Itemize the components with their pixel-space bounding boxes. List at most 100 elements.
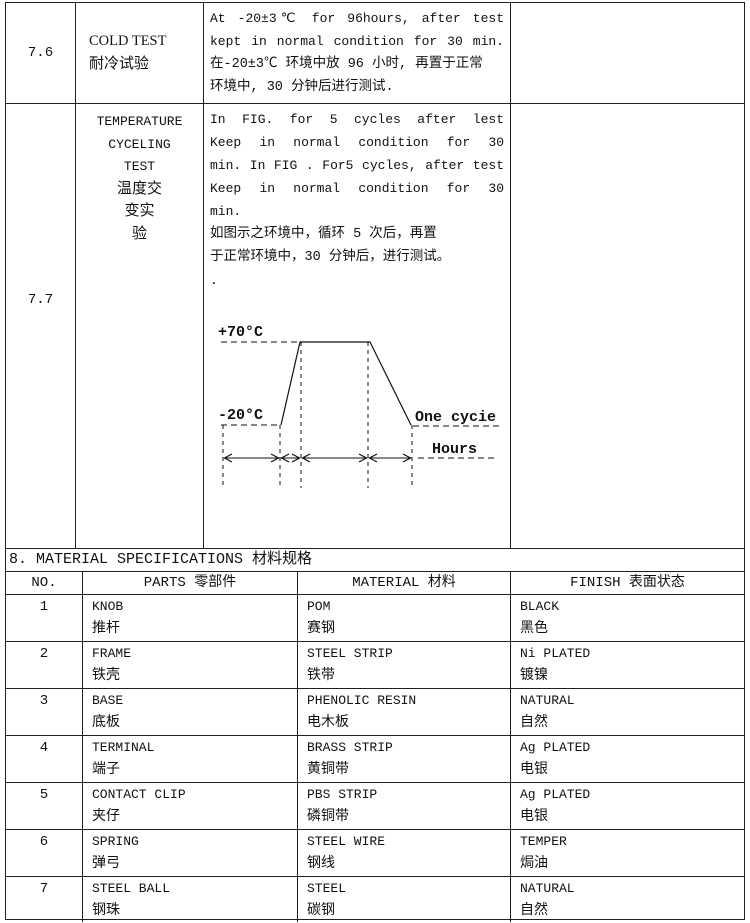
parts-cell: FRAME 铁壳 bbox=[83, 642, 298, 688]
header-no: NO. bbox=[6, 572, 83, 594]
parts-cn: 铁壳 bbox=[92, 668, 120, 684]
desc-line: min. In FIG . For5 cycles, after test bbox=[210, 158, 504, 173]
material-table-header: NO. PARTS 零部件 MATERIAL 材料 FINISH 表面状态 bbox=[6, 571, 744, 594]
test-name-cell: TEMPERATURE CYCELING TEST 温度交 变实 验 bbox=[76, 104, 204, 548]
material-cell: BRASS STRIP 黄铜带 bbox=[298, 736, 511, 782]
header-parts: PARTS 零部件 bbox=[83, 572, 298, 594]
material-cell: PBS STRIP 磷铜带 bbox=[298, 783, 511, 829]
material-cn: 碳钢 bbox=[307, 903, 335, 919]
finish-en: TEMPER bbox=[520, 834, 567, 849]
finish-en: Ag PLATED bbox=[520, 787, 591, 802]
parts-cell: BASE 底板 bbox=[83, 689, 298, 735]
temperature-profile-line bbox=[280, 341, 412, 426]
row-no: 3 bbox=[6, 689, 83, 735]
parts-cell: CONTACT CLIP 夹仔 bbox=[83, 783, 298, 829]
desc-line: min. bbox=[210, 204, 242, 219]
row-no: 4 bbox=[6, 736, 83, 782]
test-number-cell: 7.6 bbox=[6, 3, 76, 103]
test-name-line: CYCELING bbox=[108, 136, 171, 152]
desc-line: 环境中, 30 分钟后进行测试. bbox=[210, 80, 394, 95]
material-cell: STEEL STRIP 铁带 bbox=[298, 642, 511, 688]
material-cn: 黄铜带 bbox=[307, 762, 349, 778]
parts-en: TERMINAL bbox=[92, 740, 155, 755]
parts-cn: 夹仔 bbox=[92, 809, 120, 825]
test-number: 7.6 bbox=[27, 45, 54, 61]
table-row: 5 CONTACT CLIP 夹仔 PBS STRIP 磷铜带 Ag PLATE… bbox=[6, 782, 744, 829]
test-row-temperature-cycling: 7.7 TEMPERATURE CYCELING TEST 温度交 变实 验 I… bbox=[6, 103, 744, 548]
test-name-line: TEST bbox=[123, 159, 156, 174]
test-number: 7.7 bbox=[27, 292, 54, 308]
parts-en: BASE bbox=[92, 693, 124, 708]
test-row-cold-test: 7.6 COLD TEST 耐冷试验 At -20±3℃ for 96hours… bbox=[6, 3, 744, 103]
test-name-line: 验 bbox=[131, 225, 147, 243]
parts-en: KNOB bbox=[92, 599, 124, 614]
table-row: 1 KNOB 推杆 POM 赛钢 BLACK 黑色 bbox=[6, 594, 744, 641]
parts-cn: 弹弓 bbox=[92, 856, 120, 872]
parts-cell: SPRING 弹弓 bbox=[83, 830, 298, 876]
finish-cell: TEMPER 焗油 bbox=[511, 830, 744, 876]
test-name-cell: COLD TEST 耐冷试验 bbox=[76, 3, 204, 103]
parts-en: SPRING bbox=[92, 834, 139, 849]
parts-cn: 端子 bbox=[92, 762, 120, 778]
material-cell: STEEL WIRE 钢线 bbox=[298, 830, 511, 876]
parts-cell: KNOB 推杆 bbox=[83, 595, 298, 641]
one-cycle-label: One cycie bbox=[415, 409, 496, 426]
finish-cell: NATURAL 自然 bbox=[511, 877, 744, 922]
material-cell: PHENOLIC RESIN 电木板 bbox=[298, 689, 511, 735]
desc-line: 于正常环境中，30 分钟后，进行测试。 bbox=[210, 250, 451, 265]
hours-label: Hours bbox=[432, 441, 477, 458]
test-name-line: 温度交 bbox=[116, 180, 162, 198]
material-cell: STEEL 碳钢 bbox=[298, 877, 511, 922]
finish-cell: Ag PLATED 电银 bbox=[511, 736, 744, 782]
material-en: BRASS STRIP bbox=[307, 740, 393, 755]
parts-cn: 底板 bbox=[92, 715, 120, 731]
spec-document-table: 7.6 COLD TEST 耐冷试验 At -20±3℃ for 96hours… bbox=[5, 2, 745, 922]
finish-cn: 自然 bbox=[520, 903, 548, 919]
material-en: PHENOLIC RESIN bbox=[307, 693, 417, 708]
desc-line: 在-20±3℃ 环境中放 96 小时, 再置于正常 bbox=[210, 57, 483, 72]
table-row: 4 TERMINAL 端子 BRASS STRIP 黄铜带 Ag PLATED … bbox=[6, 735, 744, 782]
table-row: 6 SPRING 弹弓 STEEL WIRE 钢线 TEMPER 焗油 bbox=[6, 829, 744, 876]
parts-en: CONTACT CLIP bbox=[92, 787, 186, 802]
header-material: MATERIAL 材料 bbox=[298, 572, 511, 594]
empty-remarks-cell bbox=[511, 104, 744, 548]
finish-cn: 电银 bbox=[520, 762, 548, 778]
desc-line: . bbox=[210, 273, 218, 288]
table-row: 2 FRAME 铁壳 STEEL STRIP 铁带 Ni PLATED 镀镍 bbox=[6, 641, 744, 688]
finish-en: BLACK bbox=[520, 599, 560, 614]
desc-line: Keep in normal condition for 30 bbox=[210, 135, 504, 150]
desc-line: Keep in normal condition for 30 bbox=[210, 181, 504, 196]
table-row: 7 STEEL BALL 钢珠 STEEL 碳钢 NATURAL 自然 bbox=[6, 876, 744, 922]
section-title: 8. MATERIAL SPECIFICATIONS 材料规格 bbox=[6, 548, 744, 571]
empty-remarks-cell bbox=[511, 3, 744, 103]
parts-cell: STEEL BALL 钢珠 bbox=[83, 877, 298, 922]
material-cell: POM 赛钢 bbox=[298, 595, 511, 641]
finish-en: NATURAL bbox=[520, 881, 575, 896]
test-name-en: COLD TEST bbox=[89, 33, 167, 49]
test-number-cell: 7.7 bbox=[6, 104, 76, 548]
material-en: PBS STRIP bbox=[307, 787, 378, 802]
material-en: STEEL bbox=[307, 881, 347, 896]
header-finish: FINISH 表面状态 bbox=[570, 574, 685, 591]
finish-cell: Ag PLATED 电银 bbox=[511, 783, 744, 829]
finish-cn: 焗油 bbox=[520, 856, 548, 872]
test-description-cell: In FIG. for 5 cycles after lest Keep in … bbox=[204, 104, 511, 548]
finish-cell: BLACK 黑色 bbox=[511, 595, 744, 641]
row-no: 5 bbox=[6, 783, 83, 829]
parts-en: STEEL BALL bbox=[92, 881, 171, 896]
test-name-cn: 耐冷试验 bbox=[89, 56, 150, 73]
finish-cn: 镀镍 bbox=[520, 668, 548, 684]
finish-en: Ag PLATED bbox=[520, 740, 591, 755]
parts-cn: 推杆 bbox=[92, 621, 120, 637]
finish-en: Ni PLATED bbox=[520, 646, 591, 661]
material-cn: 钢线 bbox=[307, 856, 335, 872]
test-name-line: TEMPERATURE bbox=[96, 114, 183, 129]
finish-cn: 黑色 bbox=[520, 621, 548, 637]
finish-cell: NATURAL 自然 bbox=[511, 689, 744, 735]
material-cn: 磷铜带 bbox=[307, 809, 349, 825]
test-name-line: 变实 bbox=[124, 203, 155, 220]
material-en: STEEL STRIP bbox=[307, 646, 393, 661]
table-row: 3 BASE 底板 PHENOLIC RESIN 电木板 NATURAL 自然 bbox=[6, 688, 744, 735]
parts-en: FRAME bbox=[92, 646, 132, 661]
row-no: 1 bbox=[6, 595, 83, 641]
